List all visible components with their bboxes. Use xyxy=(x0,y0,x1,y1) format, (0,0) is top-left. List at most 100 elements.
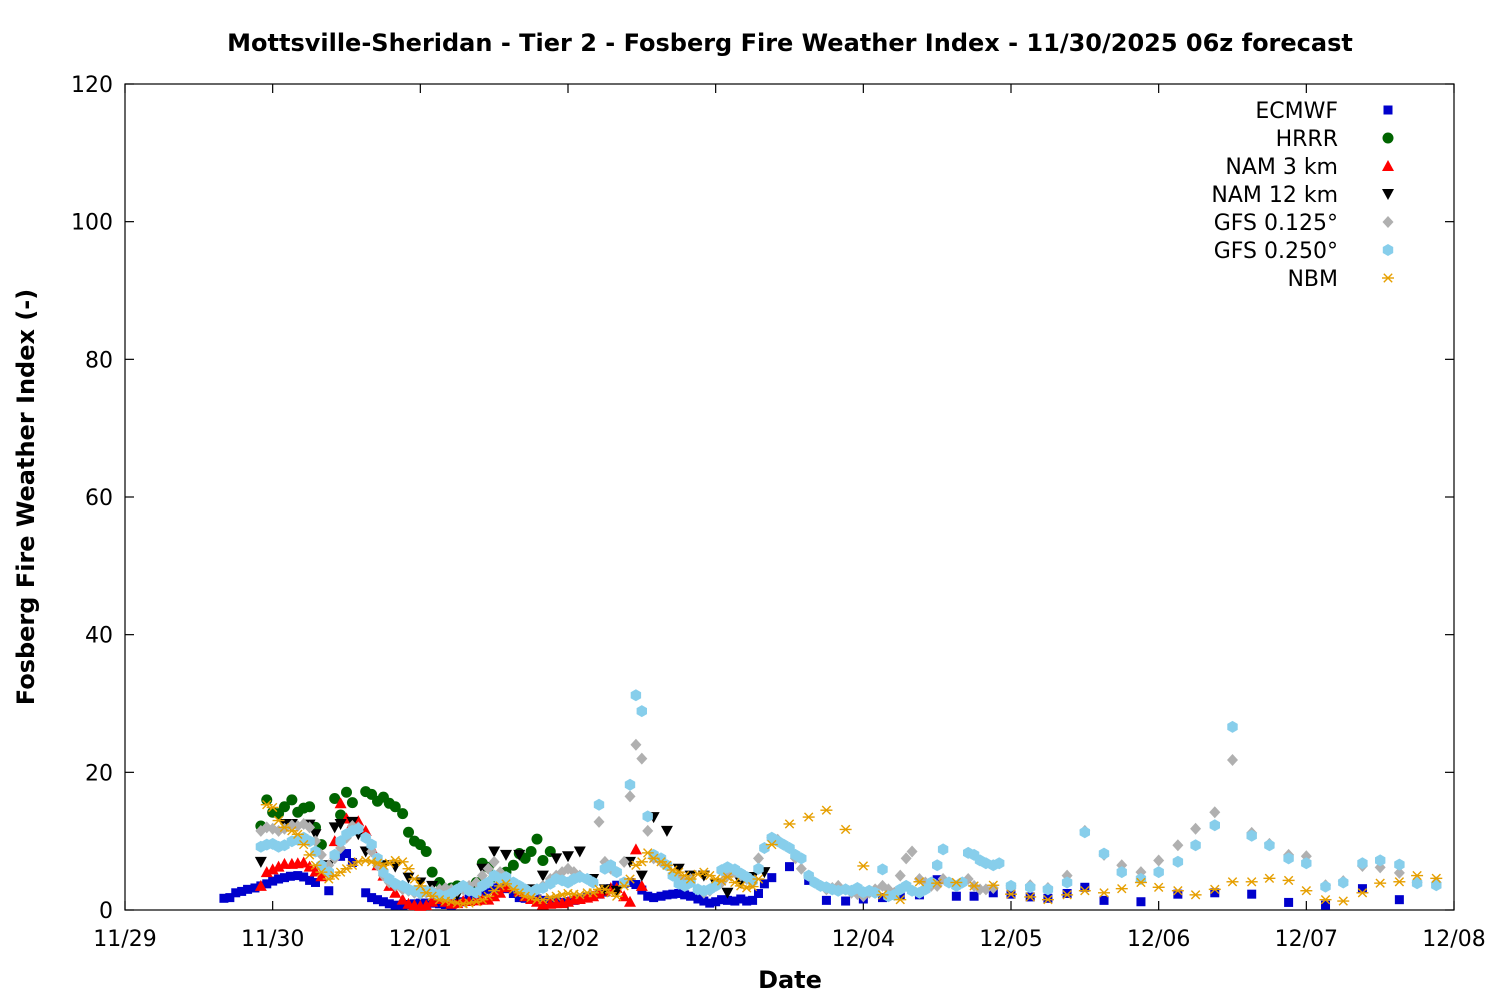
x-tick-label: 12/04 xyxy=(832,927,895,952)
data-point xyxy=(1099,895,1109,905)
legend-marker xyxy=(1382,189,1394,200)
data-point xyxy=(398,900,408,910)
data-point xyxy=(686,891,696,901)
data-point xyxy=(1393,877,1406,887)
data-point xyxy=(932,875,942,885)
data-point xyxy=(980,883,992,896)
data-point xyxy=(839,824,852,835)
data-point xyxy=(513,849,526,861)
data-point xyxy=(367,893,377,903)
data-point xyxy=(894,894,907,905)
data-point xyxy=(396,893,409,905)
data-point xyxy=(499,879,512,889)
data-point xyxy=(359,824,372,836)
x-tick-label: 12/03 xyxy=(684,927,747,952)
data-point xyxy=(753,862,764,875)
data-point xyxy=(402,864,415,874)
data-point xyxy=(1041,894,1054,905)
legend-label: GFS 0.125° xyxy=(1214,211,1338,236)
chart-title: Mottsville-Sheridan - Tier 2 - Fosberg F… xyxy=(227,29,1353,57)
data-point xyxy=(722,895,732,905)
legend-label: NAM 12 km xyxy=(1211,183,1338,208)
data-point xyxy=(624,790,636,803)
data-point xyxy=(1374,878,1387,888)
legend: ECMWF HRRR NAM 3 km NAM 12 km GFS 0.125° GFS … xyxy=(1211,99,1394,292)
data-point xyxy=(1189,890,1202,900)
data-point xyxy=(1172,839,1184,852)
data-point xyxy=(660,825,673,837)
data-point xyxy=(278,801,290,813)
data-point xyxy=(1116,866,1127,879)
data-point xyxy=(297,839,310,850)
data-point xyxy=(1430,873,1443,884)
data-point xyxy=(643,891,653,901)
data-point xyxy=(499,849,512,861)
data-point xyxy=(752,874,765,884)
series-nbm xyxy=(260,799,1443,909)
data-point xyxy=(629,843,642,855)
x-tick-label: 12/06 xyxy=(1127,927,1190,952)
y-tick-label: 0 xyxy=(99,899,113,924)
data-point xyxy=(353,822,364,835)
data-point xyxy=(1356,888,1369,898)
data-point xyxy=(250,883,260,893)
data-point xyxy=(913,877,926,887)
data-point xyxy=(841,896,851,906)
data-point xyxy=(624,778,636,791)
data-point xyxy=(1393,866,1405,879)
data-point xyxy=(876,890,889,900)
data-point xyxy=(937,843,949,856)
data-point xyxy=(494,886,507,898)
data-point xyxy=(931,878,944,888)
plot-area xyxy=(219,689,1443,911)
legend-label: HRRR xyxy=(1276,127,1338,152)
data-point xyxy=(752,852,764,865)
data-point xyxy=(328,822,341,834)
data-point xyxy=(721,872,734,882)
data-point xyxy=(488,846,501,858)
data-point xyxy=(878,893,888,903)
data-point xyxy=(1357,884,1367,894)
data-point xyxy=(536,870,549,882)
data-point xyxy=(1337,896,1350,906)
data-point xyxy=(1173,889,1183,899)
data-point xyxy=(900,852,912,865)
data-point xyxy=(1282,875,1295,886)
y-axis: 0 20 40 60 80 100 120 xyxy=(71,73,1454,924)
legend-label: NAM 3 km xyxy=(1225,155,1338,180)
data-point xyxy=(1375,854,1386,867)
data-point xyxy=(1062,888,1072,898)
x-tick-label: 12/05 xyxy=(979,927,1042,952)
y-axis-label: Fosberg Fire Weather Index (-) xyxy=(12,289,40,705)
data-point xyxy=(1284,897,1294,907)
data-point xyxy=(243,884,253,894)
data-point xyxy=(315,867,328,877)
data-point xyxy=(334,797,347,809)
data-point xyxy=(994,857,1005,870)
data-point xyxy=(274,874,284,884)
data-point xyxy=(857,861,870,871)
data-point xyxy=(894,869,906,882)
data-point xyxy=(384,899,394,909)
data-point xyxy=(304,821,316,834)
data-point xyxy=(635,870,648,882)
data-point xyxy=(389,801,401,813)
y-tick-label: 40 xyxy=(85,624,113,649)
data-point xyxy=(796,852,807,865)
data-point xyxy=(1078,886,1091,896)
data-point xyxy=(531,833,543,845)
data-point xyxy=(635,879,648,891)
data-point xyxy=(625,877,635,887)
data-point xyxy=(336,851,346,861)
data-point xyxy=(1227,720,1238,733)
data-point xyxy=(389,855,402,866)
data-point xyxy=(293,871,303,881)
data-point xyxy=(334,818,347,830)
data-point xyxy=(630,738,642,751)
data-point xyxy=(642,810,653,823)
legend-marker xyxy=(1382,132,1394,144)
x-tick-label: 11/30 xyxy=(241,927,304,952)
data-point xyxy=(324,886,334,896)
data-point xyxy=(254,879,267,891)
data-point xyxy=(610,885,623,897)
